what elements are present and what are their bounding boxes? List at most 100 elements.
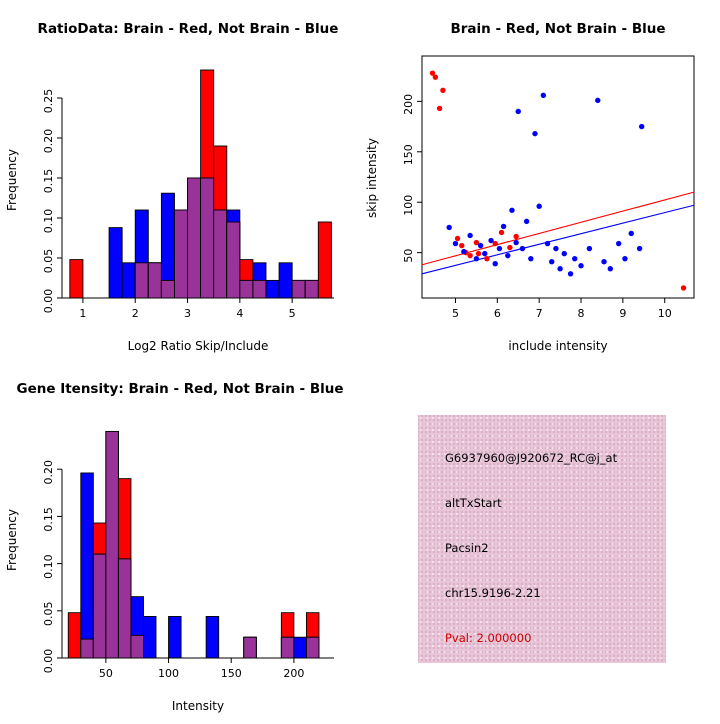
y-tick-label: 0.10 <box>42 554 55 579</box>
scatter-point-red <box>473 239 480 246</box>
hist-bar-overlap <box>160 279 175 299</box>
scatter-point-blue <box>513 239 519 246</box>
hist-bar-overlap <box>147 262 162 299</box>
x-tick-label: 2 <box>132 307 139 320</box>
x-tick-label: 5 <box>289 307 296 320</box>
y-tick-label: 0.15 <box>42 507 55 532</box>
scatter-point-red <box>432 74 439 80</box>
hist-bar-overlap <box>200 177 215 299</box>
x-tick-label: 10 <box>658 307 672 320</box>
x-tick-label: 5 <box>452 307 459 320</box>
scatter-point-blue <box>500 223 507 230</box>
scatter-point-blue <box>540 92 547 99</box>
hist-bar-red <box>317 221 332 299</box>
scatter-point-red <box>507 244 513 251</box>
panel-ratio-histogram: RatioData: Brain - Red, Not Brain - Blue… <box>0 0 360 360</box>
hist-bar-overlap <box>105 430 119 659</box>
hist-bar-blue <box>143 616 157 659</box>
scatter-point-blue <box>467 232 473 239</box>
scatter-point-red <box>484 255 490 262</box>
scatter-point-blue <box>523 218 530 225</box>
hist-bar-overlap <box>226 221 241 299</box>
x-tick-label: 200 <box>283 667 304 680</box>
hist-bar-blue <box>121 262 136 299</box>
hist-bar-overlap <box>174 209 188 299</box>
x-tick-label: 1 <box>79 307 86 320</box>
scatter-point-blue <box>496 245 503 252</box>
scatter-point-blue <box>509 207 515 213</box>
hist-bar-blue <box>168 616 182 659</box>
scatter-point-blue <box>532 130 538 137</box>
x-tick-label: 100 <box>158 667 179 680</box>
x-axis-label: Log2 Ratio Skip/Include <box>128 339 269 353</box>
x-axis-label: Intensity <box>172 699 224 713</box>
scatter-point-blue <box>557 266 563 272</box>
x-tick-label: 4 <box>236 307 243 320</box>
scatter-point-red <box>454 235 461 242</box>
scatter-point-red <box>498 229 505 236</box>
y-tick-label: 200 <box>402 94 415 115</box>
scatter-point-red <box>467 252 473 259</box>
scatter-point-red <box>440 87 446 93</box>
hist-bar-overlap <box>80 638 94 659</box>
fit-line-blue <box>421 204 695 275</box>
hist-bar-overlap <box>213 209 228 299</box>
hist-bar-blue <box>278 262 293 299</box>
hist-bar-red <box>67 612 82 659</box>
ratio-histogram-svg: RatioData: Brain - Red, Not Brain - Blue… <box>5 21 338 353</box>
scatter-point-blue <box>561 250 567 257</box>
scatter-point-blue <box>607 266 614 272</box>
y-tick-label: 0.15 <box>42 169 55 194</box>
scatter-point-blue <box>461 248 467 255</box>
scatter-point-blue <box>636 245 643 252</box>
hist-bar-blue <box>80 472 94 659</box>
scatter-point-blue <box>488 237 494 244</box>
hist-bar-overlap <box>239 279 254 299</box>
panel-info-box: G6937960@J920672_RC@j_at altTxStart Pacs… <box>360 360 720 720</box>
hist-bar-overlap <box>291 279 306 299</box>
scatter-point-blue <box>446 224 452 231</box>
scatter-point-blue <box>515 108 521 115</box>
hist-bar-overlap <box>280 636 295 659</box>
y-tick-label: 0.05 <box>42 602 55 627</box>
y-axis-label: Frequency <box>5 149 19 211</box>
y-axis-label: skip intensity <box>365 138 379 218</box>
scatter-point-red <box>475 250 482 257</box>
x-axis-label: include intensity <box>508 339 607 353</box>
x-tick-label: 50 <box>99 667 113 680</box>
scatter-point-blue <box>482 250 488 257</box>
hist-bar-blue <box>108 227 123 299</box>
scatter-point-blue <box>622 255 628 262</box>
scatter-point-red <box>429 70 436 76</box>
scatter-point-blue <box>528 255 534 262</box>
scatter-point-blue <box>601 259 607 265</box>
hist-bar-blue <box>293 636 307 659</box>
y-tick-label: 50 <box>402 249 415 263</box>
x-tick-label: 7 <box>536 307 543 320</box>
hist-bar-overlap <box>305 636 320 659</box>
hist-bar-overlap <box>92 553 107 659</box>
probe-id-line: G6937960@J920672_RC@j_at <box>445 451 618 465</box>
scatter-point-blue <box>615 240 622 247</box>
scatter-point-blue <box>452 240 459 247</box>
scatter-point-blue <box>473 255 480 262</box>
panel-gene-histogram: Gene Itensity: Brain - Red, Not Brain - … <box>0 360 360 720</box>
scatter-point-blue <box>586 245 593 252</box>
x-tick-label: 6 <box>494 307 501 320</box>
chart-title: Gene Itensity: Brain - Red, Not Brain - … <box>16 381 343 397</box>
x-tick-label: 8 <box>578 307 585 320</box>
scatter-point-blue <box>638 123 645 130</box>
scatter-point-blue <box>536 203 542 209</box>
hist-bar-overlap <box>243 636 257 659</box>
scatter-point-blue <box>553 245 559 252</box>
y-axis-label: Frequency <box>5 509 19 571</box>
plot-box <box>421 55 695 299</box>
y-tick-label: 0.25 <box>42 89 55 114</box>
gene-name-line: Pacsin2 <box>445 541 489 555</box>
hist-bar-blue <box>205 616 220 659</box>
scatter-point-blue <box>567 271 574 277</box>
hist-bar-overlap <box>117 558 132 659</box>
hist-bar-overlap <box>130 634 144 659</box>
hist-bar-overlap <box>252 279 267 299</box>
